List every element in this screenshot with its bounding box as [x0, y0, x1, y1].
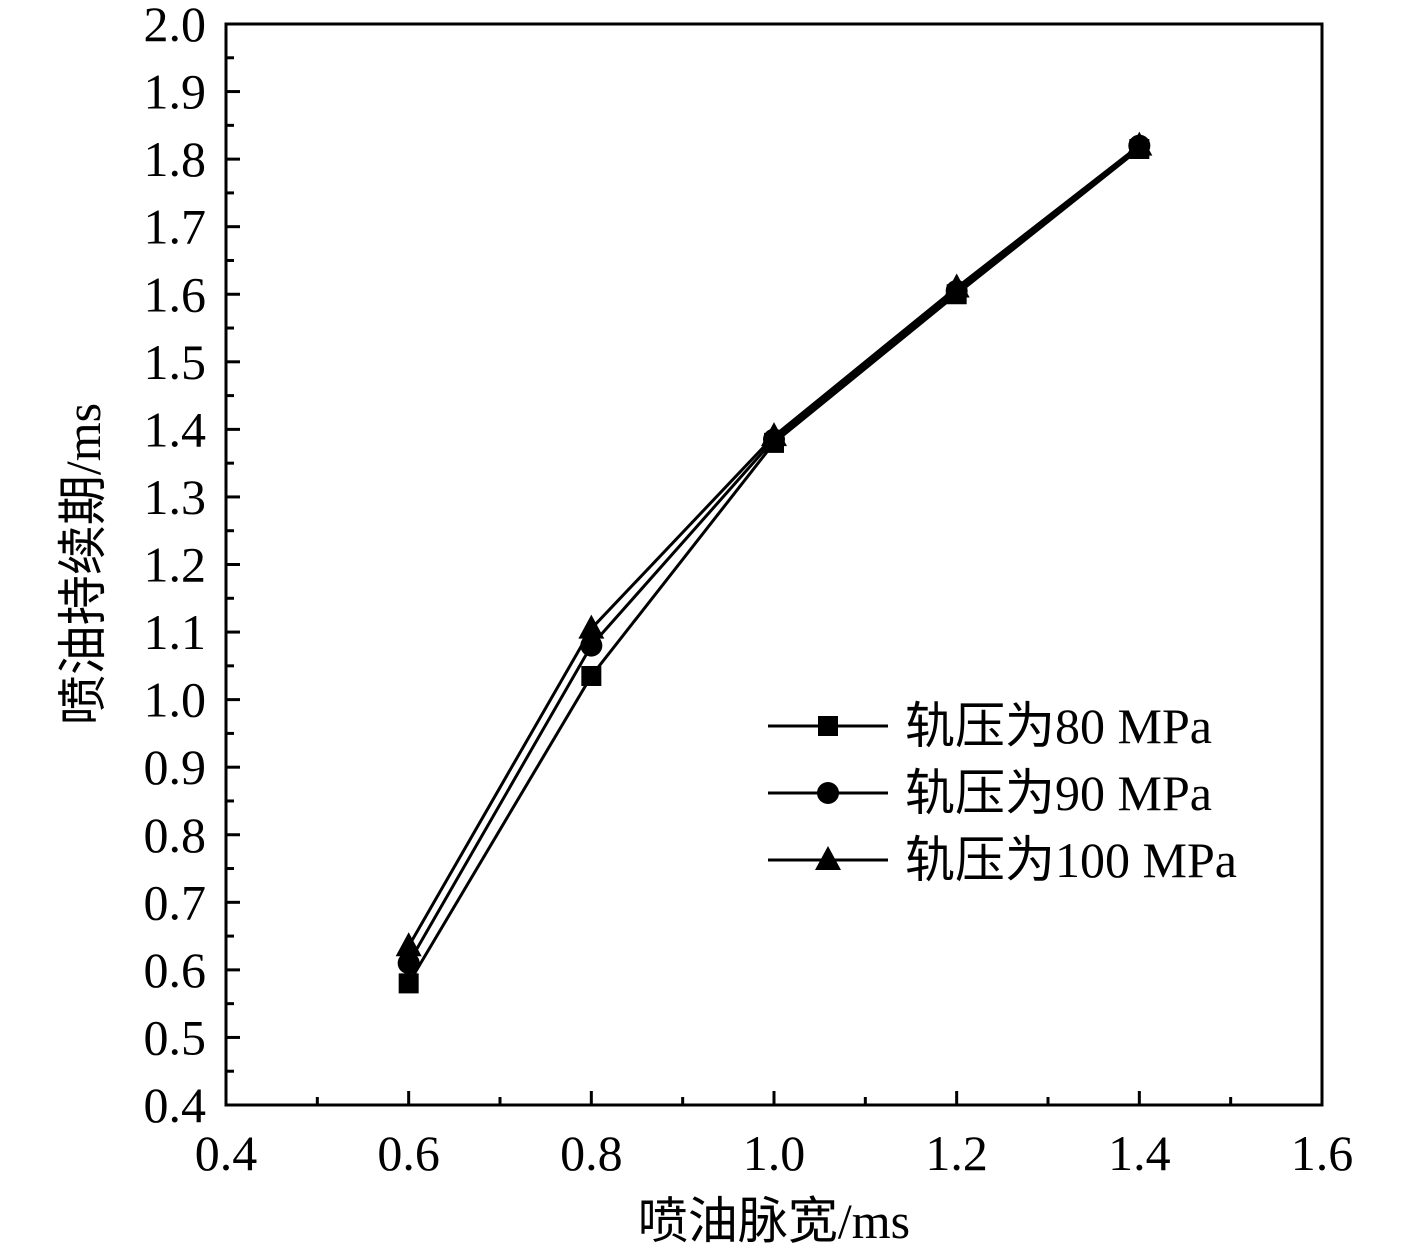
x-tick-label: 0.8 — [560, 1125, 623, 1181]
y-tick-label: 1.8 — [144, 131, 207, 187]
minor-ticks — [226, 56, 1233, 1105]
y-tick-label: 0.7 — [144, 874, 207, 930]
y-tick-label: 1.6 — [144, 266, 207, 322]
y-tick-label: 0.4 — [144, 1077, 207, 1133]
y-axis-title: 喷油持续期/ms — [55, 403, 111, 725]
legend-marker-circle — [817, 782, 839, 804]
y-tick-label: 1.9 — [144, 64, 207, 120]
x-tick-labels: 0.4 0.6 0.8 1.0 1.2 1.4 1.6 — [195, 1125, 1354, 1181]
series-markers — [395, 131, 1153, 994]
data-point-circle — [580, 634, 603, 657]
plot-frame — [224, 22, 1324, 1107]
data-point-triangle — [943, 273, 970, 298]
y-tick-label: 1.4 — [144, 401, 207, 457]
y-tick-label: 1.0 — [144, 672, 207, 728]
x-tick-label: 1.2 — [925, 1125, 988, 1181]
x-tick-label: 0.4 — [195, 1125, 258, 1181]
data-point-square — [398, 973, 419, 994]
y-tick-label: 1.3 — [144, 469, 207, 525]
major-ticks — [224, 22, 1324, 1107]
y-tick-label: 0.5 — [144, 1009, 207, 1065]
y-tick-label: 0.8 — [144, 807, 207, 863]
legend: 轨压为80 MPa 轨压为90 MPa 轨压为100 MPa — [768, 698, 1237, 888]
y-tick-labels: 0.4 0.5 0.6 0.7 0.8 0.9 1.0 1.1 1.2 1.3 1.4 1.5 1.6 1… — [144, 0, 207, 1133]
x-axis-title: 喷油脉宽/ms — [638, 1193, 910, 1249]
y-tick-label: 1.7 — [144, 199, 207, 255]
legend-label: 轨压为100 MPa — [905, 832, 1237, 888]
y-tick-label: 0.6 — [144, 942, 207, 998]
legend-marker-square — [818, 716, 838, 736]
y-tick-label: 1.5 — [144, 334, 207, 390]
x-tick-label: 1.4 — [1108, 1125, 1171, 1181]
series-line-triangle — [407, 144, 1141, 947]
data-point-circle — [397, 952, 420, 975]
x-tick-label: 1.0 — [743, 1125, 806, 1181]
data-point-triangle — [578, 614, 605, 639]
y-tick-label: 0.9 — [144, 739, 207, 795]
y-tick-label: 1.2 — [144, 537, 207, 593]
legend-marker-triangle — [815, 846, 841, 870]
legend-label: 轨压为80 MPa — [905, 698, 1212, 754]
data-point-triangle — [395, 932, 422, 957]
data-point-triangle — [761, 422, 787, 447]
y-tick-label: 2.0 — [144, 0, 207, 52]
x-tick-label: 0.6 — [377, 1125, 440, 1181]
data-point-triangle — [1126, 131, 1153, 156]
data-point-square — [581, 665, 602, 686]
y-tick-label: 1.1 — [144, 604, 207, 660]
x-tick-label: 1.6 — [1291, 1125, 1354, 1181]
legend-label: 轨压为90 MPa — [905, 765, 1212, 821]
